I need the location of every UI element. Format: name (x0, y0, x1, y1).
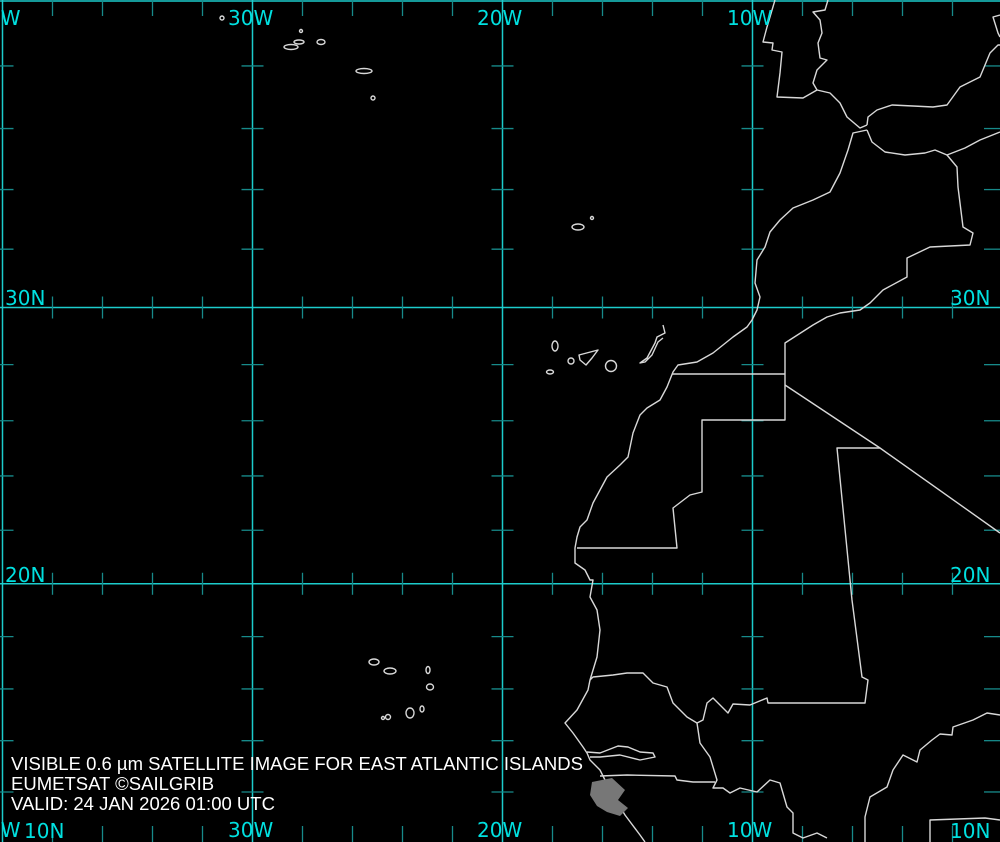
lat-label-10n-left: 10N (24, 819, 65, 842)
lon-label-40w: 0W (0, 6, 21, 30)
border-guinea (599, 774, 715, 783)
lon-label-bottom-20w: 20W (477, 818, 523, 842)
island-azores-6 (370, 95, 376, 101)
island-porto-santo (589, 215, 595, 221)
lat-label-20n-left: 20N (5, 563, 46, 587)
lon-label-bottom-30w: 30W (228, 818, 274, 842)
coast-north-africa-med (866, 129, 1000, 156)
island-azores-1 (283, 43, 299, 51)
island-madeira (571, 223, 585, 231)
border-spain-portugal (812, 0, 829, 91)
island-la-gomera (567, 357, 575, 365)
island-azores-4 (298, 28, 304, 34)
island-azores-2 (293, 39, 305, 45)
island-cape-verde-5 (405, 707, 415, 719)
lon-label-30w: 30W (228, 6, 274, 30)
island-cape-verde-7 (384, 713, 392, 721)
lat-label-20n-right: 20N (950, 563, 991, 587)
lat-label-10n-right: 10N (950, 819, 991, 842)
island-cape-verde-4 (425, 683, 435, 691)
border-gambia (586, 745, 656, 761)
caption-title: VISIBLE 0.6 µm SATELLITE IMAGE FOR EAST … (11, 753, 583, 774)
border-south-east (929, 817, 1000, 842)
island-azores-3 (316, 38, 326, 46)
border-algeria-mauritania (784, 384, 1000, 534)
island-cape-verde-3 (425, 665, 431, 675)
island-cape-verde-2 (383, 667, 397, 675)
border-mauritania-mali (589, 447, 880, 724)
island-azores-7 (219, 15, 225, 21)
lon-label-bottom-40w: 0W (0, 818, 21, 842)
island-cape-verde-8 (380, 715, 386, 721)
island-la-palma (551, 340, 559, 352)
guinea-bissau-cloud (590, 778, 628, 816)
coast-france (992, 14, 1000, 38)
coast-west-africa (564, 129, 868, 842)
lon-label-10w: 10W (727, 6, 773, 30)
island-tenerife (578, 349, 599, 366)
border-morocco-algeria (577, 154, 974, 549)
island-gran-canaria (604, 359, 618, 373)
border-senegal-mali (696, 722, 828, 839)
coastlines (219, 0, 1000, 842)
lon-label-bottom-10w: 10W (727, 818, 773, 842)
island-el-hierro (545, 369, 555, 375)
border-mali-burkina (864, 712, 1000, 842)
island-cape-verde-1 (368, 658, 380, 666)
island-cape-verde-6 (419, 705, 425, 713)
caption-credit: EUMETSAT ©SAILGRIB (11, 773, 215, 794)
island-azores-5 (355, 67, 373, 75)
lon-label-20w: 20W (477, 6, 523, 30)
coast-iberia-west (762, 0, 868, 129)
island-lanzarote-fuerteventura (639, 324, 666, 364)
lat-label-30n-left: 30N (5, 286, 46, 310)
lat-label-30n-right: 30N (950, 286, 991, 310)
coast-spain-med (866, 44, 1000, 126)
caption-valid-time: VALID: 24 JAN 2026 01:00 UTC (11, 793, 275, 814)
